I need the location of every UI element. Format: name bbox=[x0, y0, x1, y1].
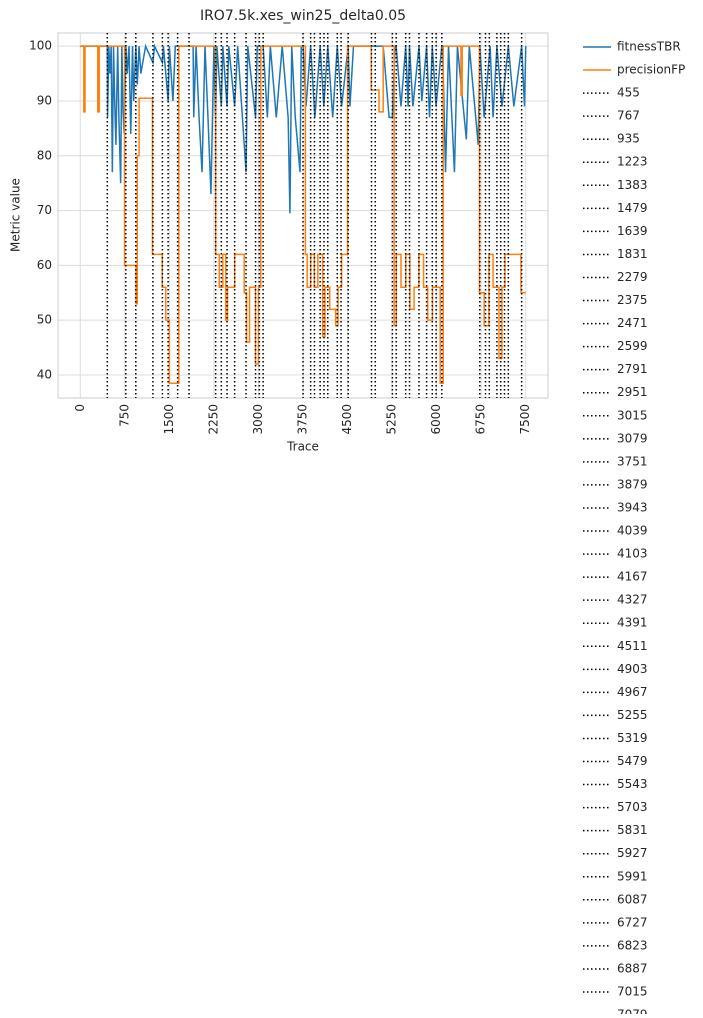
legend-label: 6727 bbox=[617, 915, 648, 929]
data-line bbox=[80, 45, 526, 384]
legend-label: 4327 bbox=[617, 593, 648, 607]
legend-label: 3943 bbox=[617, 500, 648, 514]
x-tick-label: 3000 bbox=[251, 404, 265, 435]
legend-label: 3079 bbox=[617, 431, 648, 445]
legend-label: 4167 bbox=[617, 570, 648, 584]
legend-label: 2471 bbox=[617, 316, 648, 330]
x-tick-label: 3750 bbox=[296, 404, 310, 435]
legend-label: precisionFP bbox=[617, 63, 685, 77]
legend-label: 1383 bbox=[617, 178, 648, 192]
legend-label: 4511 bbox=[617, 639, 648, 653]
legend-label: 5543 bbox=[617, 777, 648, 791]
y-tick-label: 60 bbox=[37, 258, 52, 272]
x-tick-label: 6750 bbox=[474, 404, 488, 435]
legend-label: fitnessTBR bbox=[617, 40, 681, 54]
legend-label: 2951 bbox=[617, 385, 648, 399]
x-tick-label: 5250 bbox=[385, 404, 399, 435]
legend-label: 7079 bbox=[617, 1008, 648, 1014]
data-line bbox=[80, 43, 527, 214]
legend-label: 455 bbox=[617, 86, 640, 100]
legend-label: 5319 bbox=[617, 731, 648, 745]
legend-label: 5991 bbox=[617, 869, 648, 883]
x-tick-label: 6000 bbox=[429, 404, 443, 435]
y-tick-label: 50 bbox=[37, 313, 52, 327]
legend-label: 5831 bbox=[617, 823, 648, 837]
chart-title: IRO7.5k.xes_win25_delta0.05 bbox=[200, 8, 406, 24]
legend-label: 1223 bbox=[617, 155, 648, 169]
legend-label: 4903 bbox=[617, 662, 648, 676]
legend-label: 935 bbox=[617, 132, 640, 146]
legend-label: 4103 bbox=[617, 547, 648, 561]
x-axis-label: Trace bbox=[286, 440, 319, 454]
y-tick-label: 80 bbox=[37, 148, 52, 162]
legend-label: 3879 bbox=[617, 477, 648, 491]
y-tick-label: 100 bbox=[29, 39, 52, 53]
x-tick-label: 0 bbox=[73, 404, 87, 412]
legend-label: 6887 bbox=[617, 961, 648, 975]
x-tick-label: 2250 bbox=[206, 404, 220, 435]
legend-label: 5255 bbox=[617, 708, 648, 722]
y-tick-label: 70 bbox=[37, 203, 52, 217]
y-axis-label: Metric value bbox=[9, 178, 23, 252]
legend-label: 2375 bbox=[617, 293, 648, 307]
legend-label: 6823 bbox=[617, 938, 648, 952]
legend-label: 2791 bbox=[617, 362, 648, 376]
legend-label: 1831 bbox=[617, 247, 648, 261]
legend-label: 2599 bbox=[617, 339, 648, 353]
legend-label: 767 bbox=[617, 109, 640, 123]
legend-label: 5703 bbox=[617, 800, 648, 814]
x-tick-label: 1500 bbox=[162, 404, 176, 435]
y-tick-label: 90 bbox=[37, 93, 52, 107]
legend-label: 1479 bbox=[617, 201, 648, 215]
x-tick-label: 750 bbox=[117, 404, 131, 427]
y-tick-label: 40 bbox=[37, 367, 52, 381]
legend-label: 4391 bbox=[617, 616, 648, 630]
legend-label: 3015 bbox=[617, 408, 648, 422]
legend-label: 4039 bbox=[617, 524, 648, 538]
legend-label: 6087 bbox=[617, 892, 648, 906]
legend-label: 4967 bbox=[617, 685, 648, 699]
legend-label: 3751 bbox=[617, 454, 648, 468]
x-tick-label: 7500 bbox=[518, 404, 532, 435]
x-tick-label: 4500 bbox=[340, 404, 354, 435]
legend-label: 5479 bbox=[617, 754, 648, 768]
legend-label: 2279 bbox=[617, 270, 648, 284]
legend-label: 7015 bbox=[617, 985, 648, 999]
legend-label: 5927 bbox=[617, 846, 648, 860]
legend-label: 1639 bbox=[617, 224, 648, 238]
